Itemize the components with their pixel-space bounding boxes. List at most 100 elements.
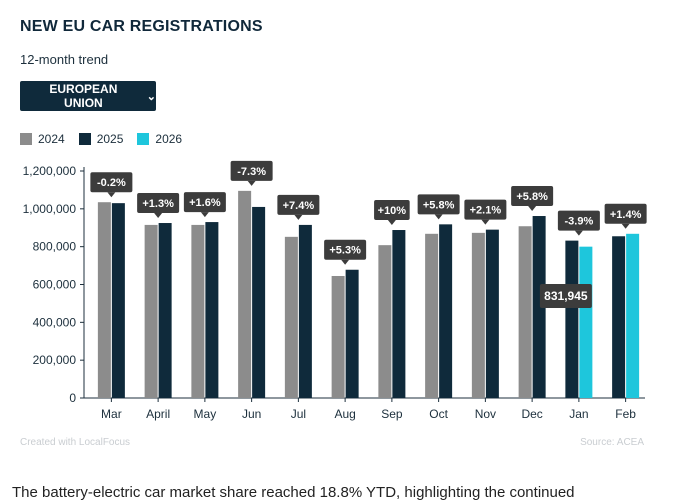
change-badge bbox=[557, 210, 600, 231]
x-tick-label: Oct bbox=[429, 407, 448, 421]
bar-2025-oct bbox=[439, 224, 453, 398]
change-label: -7.3% bbox=[237, 166, 266, 178]
change-badge-pointer bbox=[621, 223, 630, 229]
bar-2024-aug bbox=[331, 275, 345, 398]
bar-2024-jul bbox=[284, 236, 298, 398]
bar-2024-april bbox=[144, 224, 158, 398]
change-badge-pointer bbox=[294, 214, 303, 220]
value-tooltip bbox=[539, 284, 592, 308]
bar-2026-feb bbox=[626, 233, 640, 398]
bar-2024-sep bbox=[378, 245, 392, 398]
y-tick-label: 1,200,000 bbox=[23, 164, 77, 178]
source-text: Source: ACEA bbox=[580, 437, 644, 448]
region-dropdown[interactable]: EUROPEAN UNION ⌄ bbox=[20, 81, 156, 111]
bar-2025-aug bbox=[345, 269, 359, 398]
legend-item-2025[interactable]: 2025 bbox=[78, 132, 124, 146]
x-tick-label: Dec bbox=[521, 407, 542, 421]
x-tick-label: Jun bbox=[242, 407, 261, 421]
region-dropdown-label: EUROPEAN UNION bbox=[49, 82, 118, 110]
change-label: +5.8% bbox=[423, 199, 455, 211]
y-tick-label: 1,000,000 bbox=[23, 202, 77, 216]
bar-2024-nov bbox=[471, 232, 485, 398]
bar-2025-mar bbox=[111, 203, 125, 398]
bar-2025-sep bbox=[392, 230, 406, 398]
change-badge bbox=[511, 186, 554, 207]
credit-text: Created with LocalFocus bbox=[20, 437, 131, 448]
chart-subtitle: 12-month trend bbox=[20, 52, 109, 67]
change-badge bbox=[137, 193, 180, 214]
change-label: +2.1% bbox=[470, 205, 502, 217]
change-label: +1.3% bbox=[142, 198, 174, 210]
article-text: The battery-electric car market share re… bbox=[12, 484, 575, 501]
change-badge-pointer bbox=[574, 230, 583, 236]
change-badge-pointer bbox=[481, 219, 490, 225]
legend-swatch-2025 bbox=[78, 133, 91, 145]
bar-2026-jan bbox=[579, 246, 593, 398]
change-label: +5.3% bbox=[329, 245, 361, 257]
change-badge bbox=[374, 200, 410, 221]
change-badge bbox=[417, 194, 460, 215]
y-tick-label: 200,000 bbox=[33, 353, 77, 367]
y-tick-label: 0 bbox=[69, 391, 76, 405]
change-badge bbox=[183, 192, 226, 213]
x-tick-label: Jan bbox=[569, 407, 588, 421]
change-label: -0.2% bbox=[97, 177, 126, 189]
x-tick-label: Feb bbox=[615, 407, 636, 421]
bar-2025-may bbox=[205, 222, 219, 398]
change-label: +5.8% bbox=[516, 191, 548, 203]
legend-swatch-2024 bbox=[20, 133, 32, 145]
x-tick-label: Nov bbox=[475, 407, 496, 421]
bar-2025-nov bbox=[485, 229, 499, 398]
change-badge-pointer bbox=[247, 180, 256, 186]
change-badge-pointer bbox=[200, 212, 209, 218]
bar-2025-jul bbox=[298, 224, 312, 398]
change-label: +7.4% bbox=[283, 200, 315, 212]
y-tick-label: 600,000 bbox=[33, 278, 77, 292]
x-tick-label: Jul bbox=[291, 407, 306, 421]
legend-swatch-2026 bbox=[137, 133, 150, 145]
chart-title: NEW EU CAR REGISTRATIONS bbox=[20, 18, 263, 35]
x-tick-label: May bbox=[194, 407, 217, 421]
legend-item-2026[interactable]: 2026 bbox=[137, 132, 182, 146]
change-badge bbox=[277, 194, 320, 215]
bar-2025-jan bbox=[565, 240, 579, 398]
change-badge bbox=[604, 203, 647, 224]
change-badge-pointer bbox=[107, 192, 116, 198]
bar-2025-april bbox=[158, 223, 172, 398]
x-tick-label: Mar bbox=[101, 407, 122, 421]
y-tick-label: 400,000 bbox=[33, 315, 77, 329]
change-badge-pointer bbox=[528, 206, 537, 212]
legend-label-2025: 2025 bbox=[96, 132, 124, 146]
x-tick-label: Sep bbox=[381, 407, 403, 421]
y-tick-label: 800,000 bbox=[33, 240, 77, 254]
x-tick-label: April bbox=[146, 407, 170, 421]
value-tooltip-text: 831,945 bbox=[544, 289, 588, 303]
bar-2024-may bbox=[191, 224, 205, 398]
change-badge-pointer bbox=[434, 214, 443, 220]
change-label: +10% bbox=[378, 205, 407, 217]
legend-label-2024: 2024 bbox=[38, 132, 65, 146]
bar-2024-oct bbox=[425, 233, 439, 398]
change-badge bbox=[90, 172, 133, 193]
change-label: -3.9% bbox=[565, 216, 594, 228]
bar-2025-dec bbox=[532, 216, 546, 398]
bar-2024-dec bbox=[518, 226, 532, 398]
change-badge-pointer bbox=[341, 259, 350, 265]
bar-2025-feb bbox=[612, 236, 626, 398]
legend-label-2026: 2026 bbox=[155, 132, 183, 146]
legend-item-2024[interactable]: 2024 bbox=[20, 132, 65, 146]
x-tick-label: Aug bbox=[334, 407, 355, 421]
change-badge bbox=[230, 160, 273, 181]
change-label: +1.4% bbox=[610, 209, 642, 221]
bar-chart: 1,200,000 1,000,000 800,000 600,000 400,000 2… bbox=[23, 160, 647, 421]
bar-2024-mar bbox=[97, 202, 111, 398]
change-badge bbox=[324, 239, 367, 260]
legend: 2024 2025 2026 bbox=[20, 132, 182, 146]
change-label: +1.6% bbox=[189, 197, 221, 209]
change-badge-pointer bbox=[387, 220, 396, 226]
chevron-down-icon: ⌄ bbox=[146, 90, 156, 103]
bar-2025-jun bbox=[252, 206, 266, 398]
bar-2024-jun bbox=[238, 190, 252, 398]
change-badge bbox=[464, 199, 507, 220]
change-badge-pointer bbox=[154, 213, 163, 219]
